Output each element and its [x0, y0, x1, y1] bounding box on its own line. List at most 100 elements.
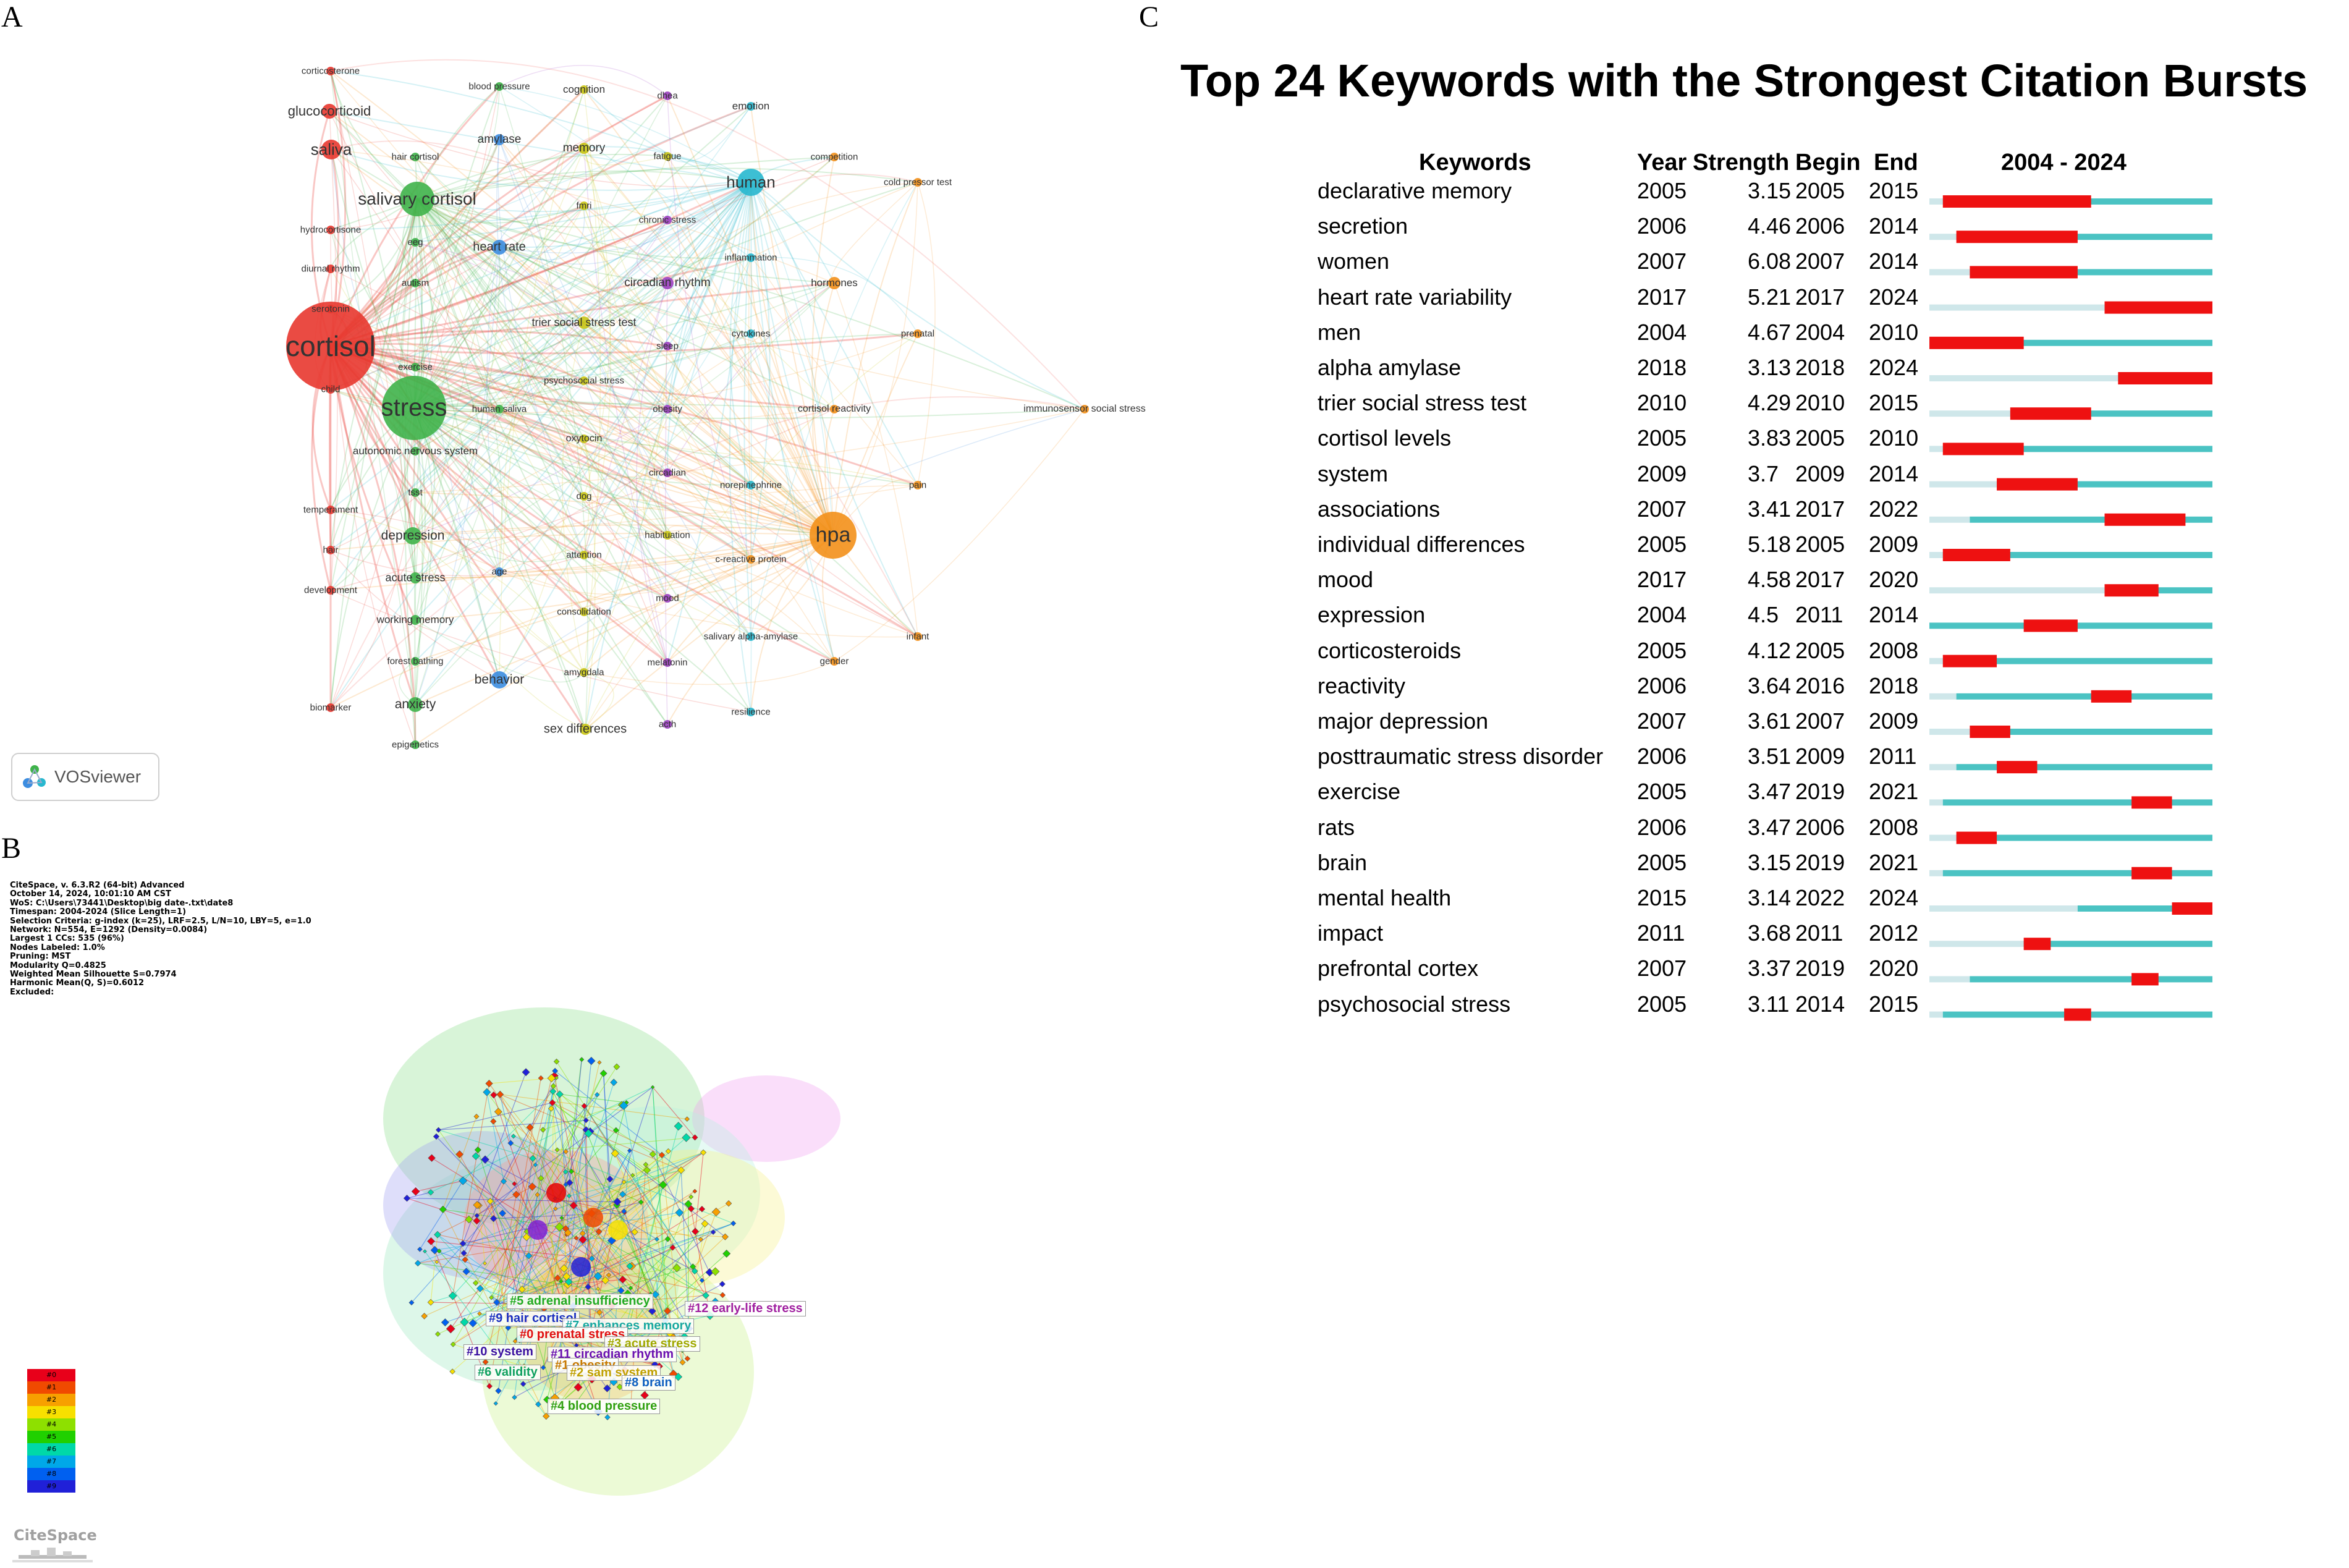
citespace-node[interactable] — [584, 1129, 593, 1138]
citespace-node[interactable] — [562, 1272, 571, 1281]
citespace-node[interactable] — [535, 1192, 540, 1198]
citespace-node[interactable] — [613, 1197, 622, 1206]
citespace-node[interactable] — [684, 1200, 693, 1208]
citespace-node[interactable] — [473, 1217, 481, 1225]
citespace-node[interactable] — [525, 1252, 533, 1260]
citespace-node[interactable] — [441, 1318, 449, 1327]
citespace-node[interactable] — [611, 1149, 619, 1158]
node-autonomic-nervous-system[interactable] — [411, 447, 420, 456]
node-sleep[interactable] — [663, 342, 672, 350]
citespace-node[interactable] — [414, 1260, 421, 1267]
node-development[interactable] — [326, 586, 335, 595]
node-competition[interactable] — [830, 153, 839, 161]
citespace-node[interactable] — [481, 1155, 489, 1164]
citespace-node[interactable] — [462, 1257, 468, 1263]
citespace-node[interactable] — [559, 1279, 564, 1284]
node-memory[interactable] — [578, 143, 590, 154]
citespace-node[interactable] — [473, 1114, 480, 1120]
node-acth[interactable] — [663, 720, 672, 729]
node-glucocorticoid[interactable] — [322, 104, 337, 119]
citespace-node[interactable] — [483, 1261, 487, 1266]
citespace-hub-node[interactable] — [546, 1183, 566, 1203]
citespace-node[interactable] — [433, 1133, 440, 1140]
citespace-node[interactable] — [559, 1215, 564, 1221]
citespace-node[interactable] — [730, 1220, 737, 1226]
node-corticosterone[interactable] — [326, 67, 335, 75]
citespace-node[interactable] — [477, 1311, 482, 1316]
citespace-node[interactable] — [700, 1149, 707, 1156]
citespace-node[interactable] — [721, 1233, 729, 1240]
citespace-node[interactable] — [540, 1365, 546, 1370]
node-attention[interactable] — [580, 551, 588, 559]
citespace-node[interactable] — [465, 1215, 473, 1224]
node-depression[interactable] — [404, 527, 421, 545]
citespace-node[interactable] — [677, 1166, 685, 1174]
node-infant[interactable] — [913, 632, 922, 641]
citespace-node[interactable] — [439, 1205, 447, 1213]
node-anxiety[interactable] — [408, 697, 423, 712]
node-circadian[interactable] — [663, 468, 672, 477]
citespace-node[interactable] — [699, 1278, 705, 1283]
citespace-node[interactable] — [473, 1201, 481, 1210]
citespace-node[interactable] — [610, 1079, 618, 1087]
citespace-node[interactable] — [472, 1152, 480, 1160]
citespace-node[interactable] — [651, 1290, 660, 1299]
citespace-node[interactable] — [705, 1268, 714, 1277]
citespace-node[interactable] — [573, 1383, 583, 1392]
citespace-node[interactable] — [682, 1133, 691, 1142]
citespace-node[interactable] — [596, 1309, 603, 1316]
citespace-node[interactable] — [499, 1210, 507, 1217]
citespace-node[interactable] — [556, 1090, 564, 1098]
citespace-node[interactable] — [595, 1092, 600, 1098]
citespace-node[interactable] — [449, 1368, 455, 1375]
citespace-node[interactable] — [587, 1056, 596, 1066]
citespace-node[interactable] — [692, 1189, 698, 1194]
citespace-node[interactable] — [411, 1187, 420, 1196]
node-fatigue[interactable] — [663, 152, 672, 161]
citespace-node[interactable] — [612, 1127, 619, 1134]
citespace-node[interactable] — [617, 1287, 625, 1294]
citespace-node[interactable] — [619, 1190, 627, 1198]
citespace-node[interactable] — [640, 1391, 649, 1400]
citespace-node[interactable] — [485, 1080, 493, 1088]
cluster-label-5-adrenal-insufficiency[interactable]: #5 adrenal insufficiency — [507, 1294, 653, 1309]
citespace-node[interactable] — [679, 1359, 686, 1366]
citespace-node[interactable] — [507, 1140, 514, 1146]
node-biomarker[interactable] — [326, 703, 335, 712]
citespace-node[interactable] — [408, 1300, 415, 1306]
citespace-node[interactable] — [606, 1176, 614, 1183]
citespace-node[interactable] — [619, 1101, 629, 1111]
cluster-label-10-system[interactable]: #10 system — [463, 1344, 536, 1360]
citespace-node[interactable] — [450, 1341, 456, 1347]
node-inflammation[interactable] — [747, 253, 755, 262]
citespace-node[interactable] — [518, 1286, 526, 1294]
node-stress[interactable] — [382, 376, 446, 440]
citespace-node[interactable] — [459, 1176, 468, 1185]
citespace-node[interactable] — [698, 1237, 703, 1242]
citespace-node[interactable] — [436, 1248, 442, 1254]
node-immunosensor-social-stress[interactable] — [1080, 405, 1089, 413]
citespace-node[interactable] — [486, 1383, 493, 1389]
node-habituation[interactable] — [663, 531, 672, 540]
citespace-node[interactable] — [535, 1401, 541, 1408]
node-saliva[interactable] — [321, 140, 341, 159]
citespace-node[interactable] — [659, 1180, 667, 1189]
citespace-node[interactable] — [417, 1247, 423, 1252]
citespace-node[interactable] — [627, 1148, 632, 1153]
citespace-node[interactable] — [631, 1228, 638, 1236]
citespace-node[interactable] — [548, 1105, 554, 1112]
node-cognition[interactable] — [580, 85, 588, 94]
citespace-node[interactable] — [554, 1222, 564, 1232]
citespace-hub-node[interactable] — [528, 1220, 548, 1240]
citespace-node[interactable] — [588, 1255, 595, 1262]
citespace-node[interactable] — [583, 1117, 589, 1124]
citespace-node[interactable] — [643, 1166, 651, 1174]
citespace-node[interactable] — [505, 1324, 512, 1331]
node-circadian-rhythm[interactable] — [661, 277, 674, 289]
citespace-node[interactable] — [522, 1233, 531, 1242]
citespace-node[interactable] — [690, 1263, 696, 1270]
citespace-node[interactable] — [664, 1307, 672, 1315]
citespace-node[interactable] — [547, 1074, 556, 1083]
citespace-node[interactable] — [468, 1319, 478, 1328]
node-dhea[interactable] — [663, 91, 672, 100]
